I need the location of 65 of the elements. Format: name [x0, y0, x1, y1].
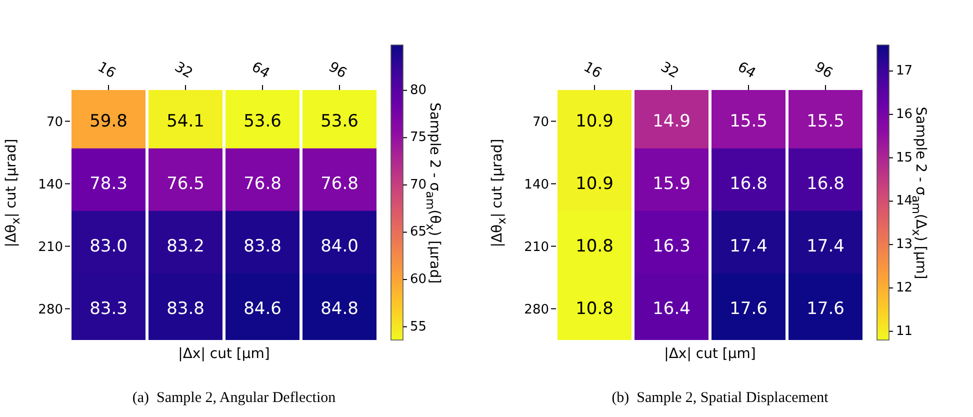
- x-tick-label: 16: [580, 59, 604, 82]
- y-tick-label: 70: [532, 114, 549, 130]
- data-label: 83.0: [90, 236, 128, 256]
- color-bar-label: 55: [410, 319, 427, 334]
- data-label: 10.9: [576, 174, 614, 194]
- data-label: 10.8: [576, 298, 614, 319]
- data-label: 53.6: [244, 111, 282, 132]
- color-bar-label: 17: [896, 64, 913, 79]
- data-label: 17.4: [806, 236, 844, 256]
- x-tick-label: 96: [326, 59, 350, 82]
- y-tick-label: 140: [524, 177, 549, 192]
- data-label: 15.5: [730, 111, 768, 132]
- text: (a) Sample 2, Angular Deflection: [132, 390, 336, 407]
- data-label: 76.8: [320, 174, 358, 194]
- color-bar-label: 60: [410, 272, 427, 287]
- data-label: 17.6: [730, 298, 768, 319]
- color-bar-label: 65: [410, 224, 427, 240]
- data-label: 84.0: [320, 236, 358, 256]
- color-bar-label: 14: [896, 194, 913, 209]
- data-label: 10.8: [576, 236, 614, 256]
- data-label: 76.8: [244, 174, 282, 194]
- color-bar-label: 12: [896, 280, 913, 296]
- text: (b) Sample 2, Spatial Displacement: [612, 390, 828, 407]
- x-tick-label: 32: [172, 59, 196, 82]
- data-label: 10.9: [576, 111, 614, 132]
- data-label: 16.8: [806, 174, 844, 194]
- data-label: 16.8: [730, 174, 768, 194]
- data-label: 84.6: [244, 298, 282, 319]
- data-label: 84.8: [320, 298, 358, 319]
- x-tick-label: 96: [812, 59, 836, 82]
- data-label: 14.9: [652, 111, 690, 132]
- data-label: 78.3: [90, 174, 128, 194]
- color-bar-label: 16: [896, 106, 913, 122]
- x-axis-title: |Δx| cut [μm]: [664, 346, 756, 362]
- data-label: 15.5: [806, 111, 844, 132]
- data-label: 59.8: [90, 111, 128, 132]
- data-label: 83.3: [90, 298, 128, 319]
- x-tick-label: 64: [248, 59, 272, 82]
- data-label: 15.9: [652, 174, 690, 194]
- data-label: 17.4: [730, 236, 768, 256]
- y-tick-label: 280: [38, 302, 63, 318]
- data-label: 76.5: [166, 174, 204, 194]
- data-label: 54.1: [166, 111, 204, 132]
- y-tick-label: 210: [38, 240, 63, 255]
- x-tick-label: 64: [734, 59, 758, 82]
- data-label: 83.2: [166, 236, 204, 256]
- data-label: 17.6: [806, 298, 844, 319]
- x-tick-label: 32: [658, 59, 682, 82]
- data-label: 83.8: [166, 298, 204, 319]
- y-tick-label: 70: [46, 114, 63, 130]
- color-bar-label: 70: [410, 177, 427, 192]
- data-label: 53.6: [320, 111, 358, 132]
- data-label: 16.4: [652, 298, 690, 319]
- y-tick-label: 210: [524, 240, 549, 255]
- data-label: 83.8: [244, 236, 282, 256]
- color-bar-label: 11: [896, 324, 913, 339]
- y-tick-label: 140: [38, 177, 63, 192]
- x-tick-label: 16: [94, 59, 118, 82]
- data-label: 16.3: [652, 236, 690, 256]
- color-bar-label: 80: [410, 82, 427, 98]
- color-bar-label: 15: [896, 150, 913, 166]
- color-bar-label: 13: [896, 237, 913, 252]
- color-bar-label: 75: [410, 130, 427, 146]
- x-axis-title: |Δx| cut [μm]: [178, 346, 270, 362]
- y-tick-label: 280: [524, 302, 549, 318]
